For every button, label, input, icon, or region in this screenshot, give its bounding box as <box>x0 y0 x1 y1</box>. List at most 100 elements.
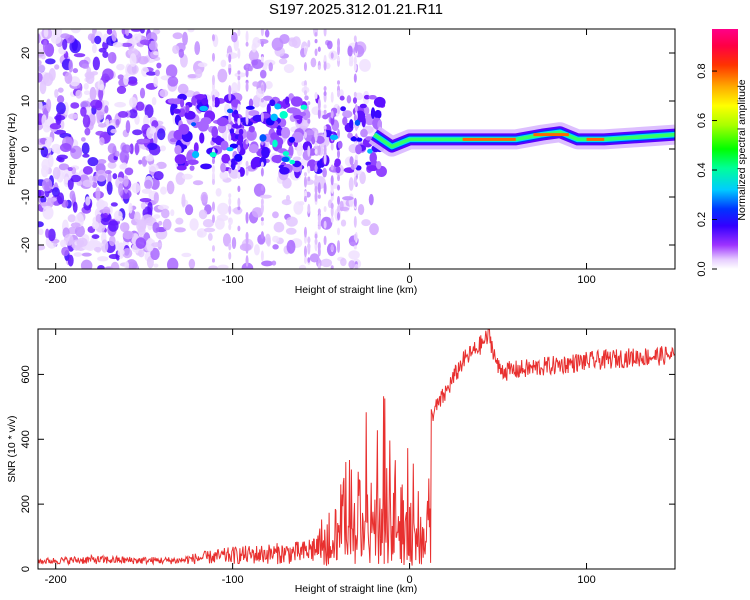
spectrogram-cell <box>159 145 166 152</box>
spectrogram-cell <box>323 109 327 115</box>
spectrogram-cell <box>296 142 303 157</box>
spectrogram-cell <box>229 128 235 135</box>
snr-x-tick-label: -100 <box>222 574 244 586</box>
spectrogram-cell <box>272 235 280 243</box>
spectrogram-cell <box>61 246 70 257</box>
spectrogram-cell <box>97 123 107 128</box>
spectrogram-cell <box>44 139 51 148</box>
spectrogram-cell <box>144 104 154 119</box>
spectrogram-cell <box>273 221 285 233</box>
colorbar-tick-label: 0.0 <box>696 261 708 276</box>
spectrogram-cell <box>67 254 74 267</box>
spectrogram-cell <box>121 144 132 154</box>
spectrogram-cell <box>141 66 150 77</box>
spectrogram-cell <box>363 106 370 116</box>
spectrogram-cell <box>228 123 232 130</box>
spectrogram-cell <box>144 179 153 190</box>
spectrogram-cell <box>211 245 215 252</box>
spectrogram-cell <box>260 111 264 123</box>
spectrogram-cell <box>114 101 126 108</box>
spectrogram-cell <box>72 201 78 213</box>
spectrogram-x-tick-label: -100 <box>222 274 244 286</box>
spectrogram-cell <box>69 39 82 54</box>
spectrogram-cell <box>38 33 41 44</box>
spectrogram-cell <box>268 62 273 72</box>
spectrogram-cell <box>307 236 311 244</box>
spectrogram-cell <box>237 48 241 59</box>
spectrogram-cell <box>139 138 151 144</box>
spectrogram-cell <box>167 76 179 87</box>
spectrogram-cell <box>317 46 321 52</box>
spectrogram-cell <box>288 136 296 143</box>
spectrogram-cell <box>217 68 228 83</box>
spectrogram-cell <box>347 132 353 139</box>
spectrogram-cell <box>93 246 102 253</box>
spectrogram-cell <box>166 257 179 269</box>
spectrogram-cell <box>286 239 296 254</box>
spectrogram-cell <box>161 208 170 219</box>
spectrogram-cell <box>128 80 138 86</box>
spectrogram-cell <box>260 56 264 63</box>
spectrogram-cell <box>41 114 47 127</box>
spectrogram-cell <box>179 98 185 108</box>
spectrogram-cell <box>303 84 307 92</box>
spectrogram-cell <box>102 68 114 81</box>
spectrogram-cell <box>81 63 90 69</box>
spectrogram-cell <box>307 165 311 174</box>
spectrogram-cell <box>137 33 142 41</box>
spectrogram-cells <box>38 29 387 269</box>
spectrogram-cell <box>303 255 307 264</box>
snr-y-tick-label: 200 <box>20 495 32 513</box>
spectrogram-cell <box>337 43 341 56</box>
spectrogram-cell <box>76 239 84 246</box>
spectrogram-cell <box>354 119 361 126</box>
spectrogram-cell <box>121 42 133 47</box>
spectrogram-cell <box>304 95 309 101</box>
spectrogram-cell <box>270 113 278 122</box>
spectrogram-cell <box>307 145 311 157</box>
spectrogram-cell <box>261 260 274 267</box>
spectrogram-cell <box>52 166 61 180</box>
spectrogram-cell <box>70 148 76 153</box>
spectrogram-cell <box>323 86 327 92</box>
spectrogram-cell <box>315 135 325 144</box>
spectrogram-cell <box>245 139 249 145</box>
spectrogram-cell <box>124 167 134 176</box>
spectrogram-cell <box>266 237 271 247</box>
spectrogram-cell <box>150 247 160 261</box>
spectrogram-cell <box>225 52 238 59</box>
spectrogram-cell <box>145 155 155 162</box>
spectrogram-cell <box>228 168 240 179</box>
spectrogram-cell <box>317 225 321 230</box>
spectrogram-cell <box>154 69 160 77</box>
spectrogram-cell <box>201 122 209 130</box>
spectrogram-cell <box>211 126 219 139</box>
spectrogram-cell <box>283 64 295 74</box>
spectrogram-cell <box>337 140 343 149</box>
spectrogram-cell <box>116 63 125 71</box>
spectrogram-cell <box>170 209 175 217</box>
spectrogram-cell <box>153 263 159 268</box>
colorbar-label: Normalized spectral amplitude <box>736 79 748 220</box>
spectrogram-cell <box>84 127 91 136</box>
spectrogram-cell <box>245 30 249 43</box>
spectrogram-cell <box>40 146 49 158</box>
spectrogram-cell <box>368 193 374 206</box>
spectrogram-cell <box>245 160 249 168</box>
spectrogram-cell <box>152 222 160 233</box>
spectrogram-cell <box>92 242 104 248</box>
colorbar <box>712 29 738 269</box>
spectrogram-cell <box>303 172 307 177</box>
spectrogram-cell <box>357 204 365 216</box>
spectrogram-cell <box>248 49 259 62</box>
spectrogram-cell <box>148 40 158 51</box>
spectrogram-cell <box>75 89 83 99</box>
spectrogram-cell <box>134 142 140 156</box>
spectrogram-cell <box>200 191 208 204</box>
spectrogram-y-tick-label: 10 <box>20 95 32 107</box>
spectrogram-cell <box>354 92 364 101</box>
spectrogram-cell <box>245 105 255 110</box>
colorbar-tick-label: 0.8 <box>696 63 708 78</box>
spectrogram-cell <box>237 75 241 81</box>
spectrogram-cell <box>231 236 237 250</box>
